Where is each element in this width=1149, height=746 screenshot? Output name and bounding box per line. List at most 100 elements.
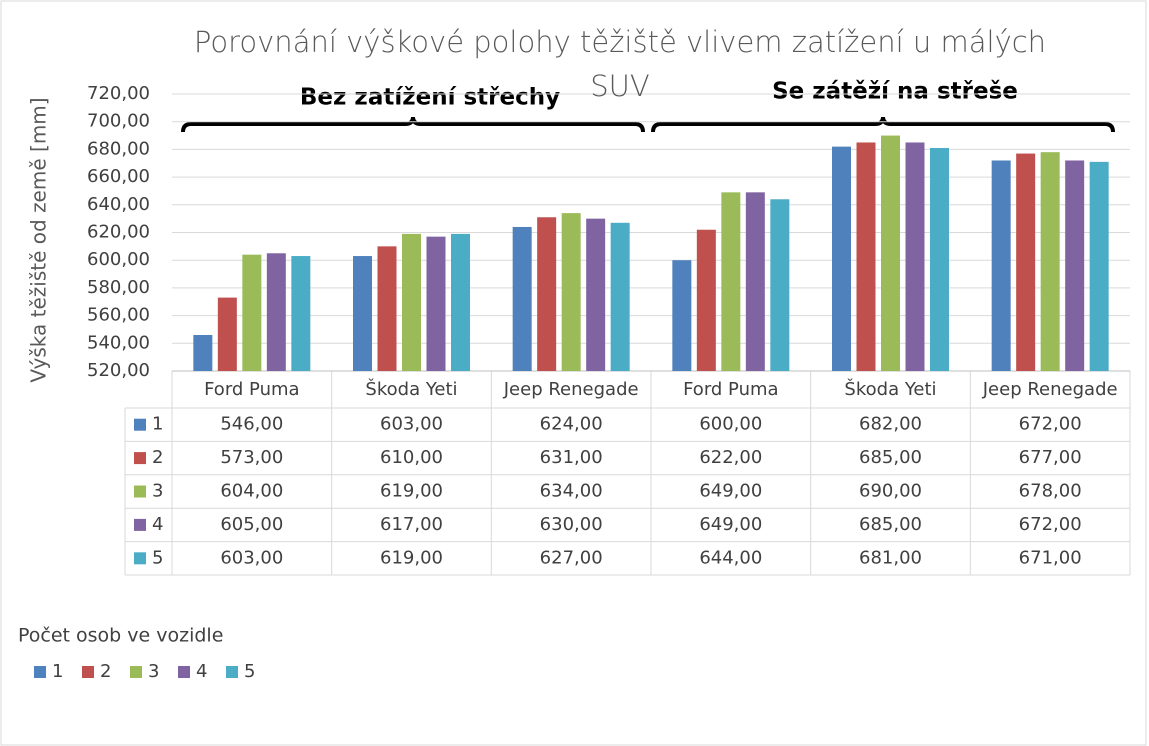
table-cell: 619,00: [380, 547, 443, 568]
legend-key: [226, 666, 238, 678]
bar: [451, 233, 470, 371]
y-tick-label: 700,00: [87, 111, 150, 132]
bar: [537, 217, 557, 371]
table-cell: 622,00: [699, 447, 762, 468]
table-cell: 619,00: [380, 481, 443, 502]
table-series-name: 3: [152, 481, 163, 502]
table-series-name: 5: [152, 547, 163, 568]
table-series-name: 4: [152, 514, 163, 535]
table-cell: 631,00: [540, 447, 603, 468]
bar: [561, 213, 581, 371]
bar: [856, 142, 876, 371]
table-cell: 672,00: [1019, 414, 1082, 435]
y-tick-label: 720,00: [87, 83, 150, 104]
legend-key: [34, 666, 46, 678]
y-tick-label: 540,00: [87, 332, 150, 353]
table-cell: 610,00: [380, 447, 443, 468]
table-cell: 627,00: [540, 547, 603, 568]
bar: [242, 254, 262, 371]
table-legend-key: [134, 552, 146, 565]
annotation: Se zátěží na střeše: [772, 79, 1018, 105]
bar: [193, 334, 213, 371]
bar: [1040, 152, 1060, 371]
table-cell: 600,00: [699, 414, 762, 435]
table-cell: 682,00: [859, 414, 922, 435]
table-cell: 644,00: [699, 547, 762, 568]
legend-key: [130, 666, 142, 678]
table-cell: 685,00: [859, 447, 922, 468]
legend-title: Počet osob ve vozidle: [18, 625, 223, 647]
legend-label: 2: [100, 661, 111, 682]
x-tick-label: Ford Puma: [204, 379, 299, 400]
table-cell: 605,00: [220, 514, 283, 535]
bar: [610, 222, 630, 371]
bar: [512, 226, 532, 371]
y-tick-label: 600,00: [87, 249, 150, 270]
bar: [745, 192, 765, 371]
x-tick-label: Jeep Renegade: [503, 379, 639, 400]
bar: [672, 260, 692, 371]
table-legend-key: [134, 485, 146, 498]
y-tick-label: 560,00: [87, 305, 150, 326]
table-cell: 685,00: [859, 514, 922, 535]
bar: [217, 297, 237, 371]
bar: [291, 256, 311, 371]
table-cell: 649,00: [699, 481, 762, 502]
table-cell: 604,00: [220, 481, 283, 502]
brace: [181, 116, 645, 133]
bar: [266, 253, 286, 371]
bar: [353, 256, 372, 371]
brace: [651, 116, 1115, 133]
bar: [905, 142, 925, 371]
bar: [377, 246, 397, 371]
bar: [1065, 160, 1085, 371]
table-cell: 603,00: [380, 414, 443, 435]
table-cell: 624,00: [540, 414, 603, 435]
table-cell: 677,00: [1019, 447, 1082, 468]
bar: [770, 199, 790, 371]
table-cell: 678,00: [1019, 481, 1082, 502]
table-legend-key: [134, 518, 146, 531]
table-cell: 690,00: [859, 481, 922, 502]
table-legend-key: [134, 418, 146, 431]
legend-key: [178, 666, 190, 678]
table-cell: 546,00: [220, 414, 283, 435]
bar: [586, 218, 606, 371]
bar: [721, 192, 741, 371]
table-cell: 630,00: [540, 514, 603, 535]
table-series-name: 2: [152, 447, 163, 468]
bar: [930, 148, 949, 371]
table-cell: 617,00: [380, 514, 443, 535]
y-axis-label: Výška těžiště od země [mm]: [27, 97, 51, 382]
table-cell: 681,00: [859, 547, 922, 568]
table-cell: 672,00: [1019, 514, 1082, 535]
legend-label: 1: [52, 661, 63, 682]
bar: [426, 236, 446, 371]
y-tick-label: 580,00: [87, 277, 150, 298]
bar: [832, 146, 851, 371]
y-tick-label: 520,00: [87, 360, 150, 381]
legend-key: [82, 666, 94, 678]
y-tick-label: 640,00: [87, 194, 150, 215]
bar: [696, 229, 716, 371]
annotation: Bez zatížení střechy: [300, 85, 560, 111]
x-tick-label: Škoda Yeti: [365, 378, 457, 400]
table-legend-key: [134, 452, 146, 465]
legend-label: 4: [196, 661, 207, 682]
x-tick-label: Jeep Renegade: [982, 379, 1118, 400]
legend-label: 3: [148, 661, 159, 682]
bar: [1089, 161, 1109, 371]
y-tick-label: 680,00: [87, 138, 150, 159]
bar: [402, 233, 421, 371]
table-cell: 573,00: [220, 447, 283, 468]
bar: [881, 135, 900, 371]
chart-title: Porovnání výškové polohy těžiště vlivem …: [193, 25, 1047, 103]
bar: [991, 160, 1011, 371]
table-cell: 671,00: [1019, 547, 1082, 568]
table-cell: 634,00: [540, 481, 603, 502]
table-series-name: 1: [152, 414, 163, 435]
y-tick-label: 620,00: [87, 222, 150, 243]
